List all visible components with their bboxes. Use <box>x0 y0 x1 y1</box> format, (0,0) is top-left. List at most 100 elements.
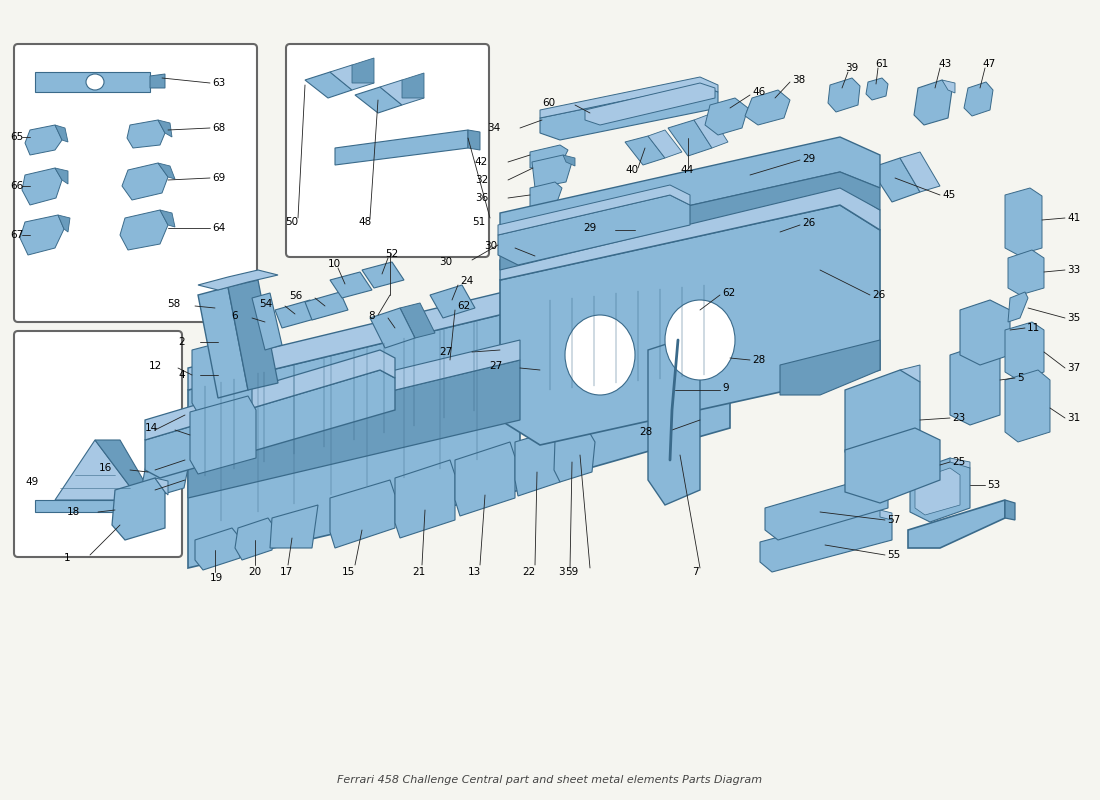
Polygon shape <box>498 185 690 235</box>
Polygon shape <box>780 340 880 395</box>
Text: 2: 2 <box>178 337 185 347</box>
Polygon shape <box>866 78 888 100</box>
Polygon shape <box>705 98 748 135</box>
Polygon shape <box>540 85 718 140</box>
Text: 44: 44 <box>680 165 693 175</box>
Polygon shape <box>530 182 562 210</box>
Polygon shape <box>370 308 415 348</box>
Text: 40: 40 <box>625 165 638 175</box>
Ellipse shape <box>86 74 104 90</box>
Polygon shape <box>648 338 700 505</box>
Polygon shape <box>142 445 190 498</box>
Polygon shape <box>355 87 402 113</box>
Polygon shape <box>530 145 568 168</box>
Text: 28: 28 <box>752 355 766 365</box>
Text: 28: 28 <box>639 427 652 437</box>
Text: 10: 10 <box>328 259 341 269</box>
Polygon shape <box>126 120 165 148</box>
Polygon shape <box>1008 292 1028 322</box>
Polygon shape <box>400 303 434 338</box>
Text: 30: 30 <box>484 241 497 251</box>
Polygon shape <box>874 476 888 486</box>
Polygon shape <box>942 80 955 93</box>
Text: 54: 54 <box>258 299 272 309</box>
Polygon shape <box>625 136 666 165</box>
Polygon shape <box>1005 322 1044 380</box>
Text: 3: 3 <box>558 567 564 577</box>
Polygon shape <box>764 476 888 540</box>
Text: 69: 69 <box>212 173 226 183</box>
Text: 60: 60 <box>542 98 556 108</box>
Polygon shape <box>760 510 892 572</box>
Text: 21: 21 <box>412 567 426 577</box>
Text: 12: 12 <box>148 361 162 371</box>
Text: 25: 25 <box>952 457 966 467</box>
Text: 67: 67 <box>10 230 23 240</box>
Text: 62: 62 <box>722 288 735 298</box>
Polygon shape <box>188 288 520 390</box>
Polygon shape <box>155 478 168 495</box>
Text: 17: 17 <box>280 567 294 577</box>
Polygon shape <box>828 78 860 112</box>
Polygon shape <box>964 82 993 116</box>
Text: 20: 20 <box>248 567 261 577</box>
Text: 11: 11 <box>1027 323 1041 333</box>
Text: 49: 49 <box>25 477 39 487</box>
Text: 13: 13 <box>468 567 482 577</box>
Polygon shape <box>188 340 520 440</box>
Text: 35: 35 <box>1067 313 1080 323</box>
Polygon shape <box>500 205 880 445</box>
Polygon shape <box>563 155 575 166</box>
Text: 29: 29 <box>802 154 815 164</box>
Polygon shape <box>305 72 352 98</box>
Polygon shape <box>275 300 318 328</box>
Polygon shape <box>960 300 1010 365</box>
Text: 45: 45 <box>942 190 955 200</box>
Text: 46: 46 <box>752 87 766 97</box>
Polygon shape <box>336 130 468 165</box>
Polygon shape <box>252 293 282 350</box>
Polygon shape <box>554 430 595 482</box>
Text: 26: 26 <box>802 218 815 228</box>
Polygon shape <box>515 430 560 496</box>
Text: 23: 23 <box>952 413 966 423</box>
Polygon shape <box>158 120 172 137</box>
Text: 24: 24 <box>460 276 473 286</box>
Text: 57: 57 <box>887 515 900 525</box>
Text: 55: 55 <box>887 550 900 560</box>
Text: 5: 5 <box>1018 373 1024 383</box>
Text: 1: 1 <box>64 553 70 563</box>
Polygon shape <box>122 163 168 200</box>
Text: 4: 4 <box>178 370 185 380</box>
Text: 39: 39 <box>845 63 858 73</box>
Text: 51: 51 <box>472 217 485 227</box>
Polygon shape <box>190 396 256 474</box>
Text: 53: 53 <box>987 480 1000 490</box>
Text: 26: 26 <box>872 290 886 300</box>
Polygon shape <box>1005 370 1050 442</box>
Polygon shape <box>160 210 175 227</box>
Polygon shape <box>330 272 372 298</box>
Text: 19: 19 <box>210 573 223 583</box>
Polygon shape <box>648 130 682 158</box>
Text: 56: 56 <box>288 291 302 301</box>
Text: 50: 50 <box>285 217 298 227</box>
Polygon shape <box>58 215 70 232</box>
Polygon shape <box>900 152 940 192</box>
Polygon shape <box>694 114 728 148</box>
Text: 41: 41 <box>1067 213 1080 223</box>
Polygon shape <box>188 360 520 498</box>
Polygon shape <box>1008 250 1044 295</box>
Polygon shape <box>880 510 892 520</box>
Polygon shape <box>228 280 278 390</box>
Text: 8: 8 <box>368 311 375 321</box>
Polygon shape <box>910 458 970 522</box>
Text: 14: 14 <box>145 423 158 433</box>
Polygon shape <box>950 458 970 468</box>
Text: 58: 58 <box>167 299 180 309</box>
Polygon shape <box>395 460 455 538</box>
Polygon shape <box>112 478 165 540</box>
Text: 6: 6 <box>231 311 238 321</box>
Text: 34: 34 <box>486 123 500 133</box>
Text: 66: 66 <box>10 181 23 191</box>
